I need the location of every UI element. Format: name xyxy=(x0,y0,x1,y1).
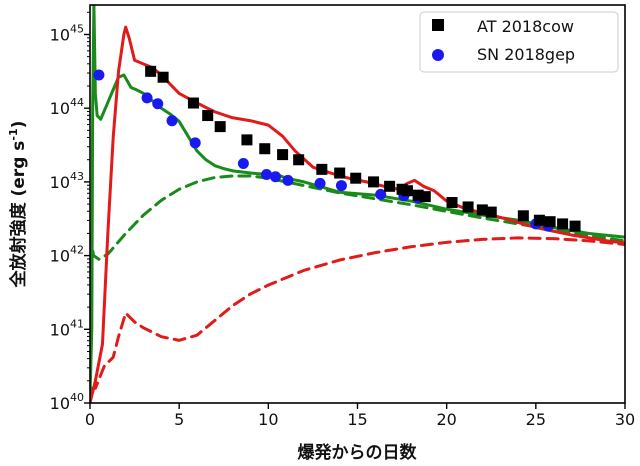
data-point-sn2018gep xyxy=(189,137,201,149)
y-axis-label-main: 全放射強度 (erg s xyxy=(8,141,29,289)
data-point-at2018cow xyxy=(446,197,458,209)
data-point-sn2018gep xyxy=(282,174,294,186)
legend-label-at2018cow: AT 2018cow xyxy=(477,17,574,36)
y-tick-label: 1040 xyxy=(50,391,84,413)
y-tick-base: 10 xyxy=(50,320,70,339)
data-point-at2018cow xyxy=(533,214,545,226)
x-tick-label: 15 xyxy=(347,410,367,429)
series-line-red-model-dashed xyxy=(90,236,625,390)
y-tick-label: 1043 xyxy=(50,170,84,192)
data-point-at2018cow xyxy=(214,121,226,133)
legend-marker-sn2018gep xyxy=(432,49,444,61)
data-point-sn2018gep xyxy=(314,177,326,189)
y-axis-label-sup: -1 xyxy=(7,128,20,140)
y-tick-base: 10 xyxy=(50,173,70,192)
x-tick-label: 0 xyxy=(85,410,95,429)
data-point-sn2018gep xyxy=(237,157,249,169)
data-point-at2018cow xyxy=(157,71,169,83)
data-point-at2018cow xyxy=(187,97,199,109)
data-point-sn2018gep xyxy=(141,92,153,104)
y-axis-label-close: ) xyxy=(9,121,29,129)
y-tick-exp: 40 xyxy=(70,391,84,404)
data-point-sn2018gep xyxy=(93,69,105,81)
data-point-at2018cow xyxy=(544,216,556,228)
y-tick-base: 10 xyxy=(50,99,70,118)
y-tick-exp: 42 xyxy=(70,244,84,257)
data-point-at2018cow xyxy=(241,134,253,146)
data-point-at2018cow xyxy=(557,218,569,230)
data-point-at2018cow xyxy=(517,210,529,222)
data-point-at2018cow xyxy=(401,185,413,197)
data-point-at2018cow xyxy=(384,180,396,192)
data-point-at2018cow xyxy=(462,201,474,213)
x-axis-label: 爆発からの日数 xyxy=(298,442,418,463)
data-point-at2018cow xyxy=(316,163,328,175)
legend-label-sn2018gep: SN 2018gep xyxy=(477,45,575,64)
data-point-sn2018gep xyxy=(375,188,387,200)
y-tick-exp: 43 xyxy=(70,170,84,183)
x-tick-label: 20 xyxy=(436,410,456,429)
series-line-green-model-dashed xyxy=(90,174,625,261)
data-point-sn2018gep xyxy=(152,98,164,110)
data-point-at2018cow xyxy=(334,167,346,179)
data-point-at2018cow xyxy=(293,154,305,166)
data-point-sn2018gep xyxy=(261,169,273,181)
y-tick-label: 1044 xyxy=(50,96,84,118)
x-tick-label: 5 xyxy=(174,410,184,429)
y-tick-base: 10 xyxy=(50,25,70,44)
series-layer xyxy=(90,5,625,403)
series-line-green-model-solid xyxy=(90,5,625,398)
data-point-at2018cow xyxy=(277,149,289,161)
data-point-at2018cow xyxy=(569,220,581,232)
x-tick-label: 10 xyxy=(258,410,278,429)
y-tick-base: 10 xyxy=(50,394,70,413)
data-point-sn2018gep xyxy=(269,171,281,183)
data-point-at2018cow xyxy=(485,206,497,218)
data-point-at2018cow xyxy=(412,189,424,201)
data-point-sn2018gep xyxy=(335,180,347,192)
legend-box xyxy=(419,11,619,73)
data-point-at2018cow xyxy=(368,176,380,188)
data-point-at2018cow xyxy=(145,65,157,77)
y-tick-label: 1041 xyxy=(50,317,84,339)
data-point-at2018cow xyxy=(419,191,431,203)
y-tick-exp: 45 xyxy=(70,22,84,35)
x-tick-label: 25 xyxy=(526,410,546,429)
y-tick-label: 1042 xyxy=(50,244,84,266)
data-point-at2018cow xyxy=(350,172,362,184)
data-point-at2018cow xyxy=(202,110,214,122)
data-point-sn2018gep xyxy=(166,115,178,127)
x-tick-label: 30 xyxy=(615,410,635,429)
data-point-at2018cow xyxy=(259,143,271,155)
data-point-at2018cow xyxy=(476,204,488,216)
y-tick-label: 1045 xyxy=(50,22,84,44)
y-tick-exp: 41 xyxy=(70,317,84,330)
y-tick-base: 10 xyxy=(50,247,70,266)
legend: AT 2018cow SN 2018gep xyxy=(419,11,619,73)
y-axis-label: 全放射強度 (erg s-1) xyxy=(7,121,29,289)
legend-marker-at2018cow xyxy=(432,19,444,31)
y-tick-exp: 44 xyxy=(70,96,84,109)
